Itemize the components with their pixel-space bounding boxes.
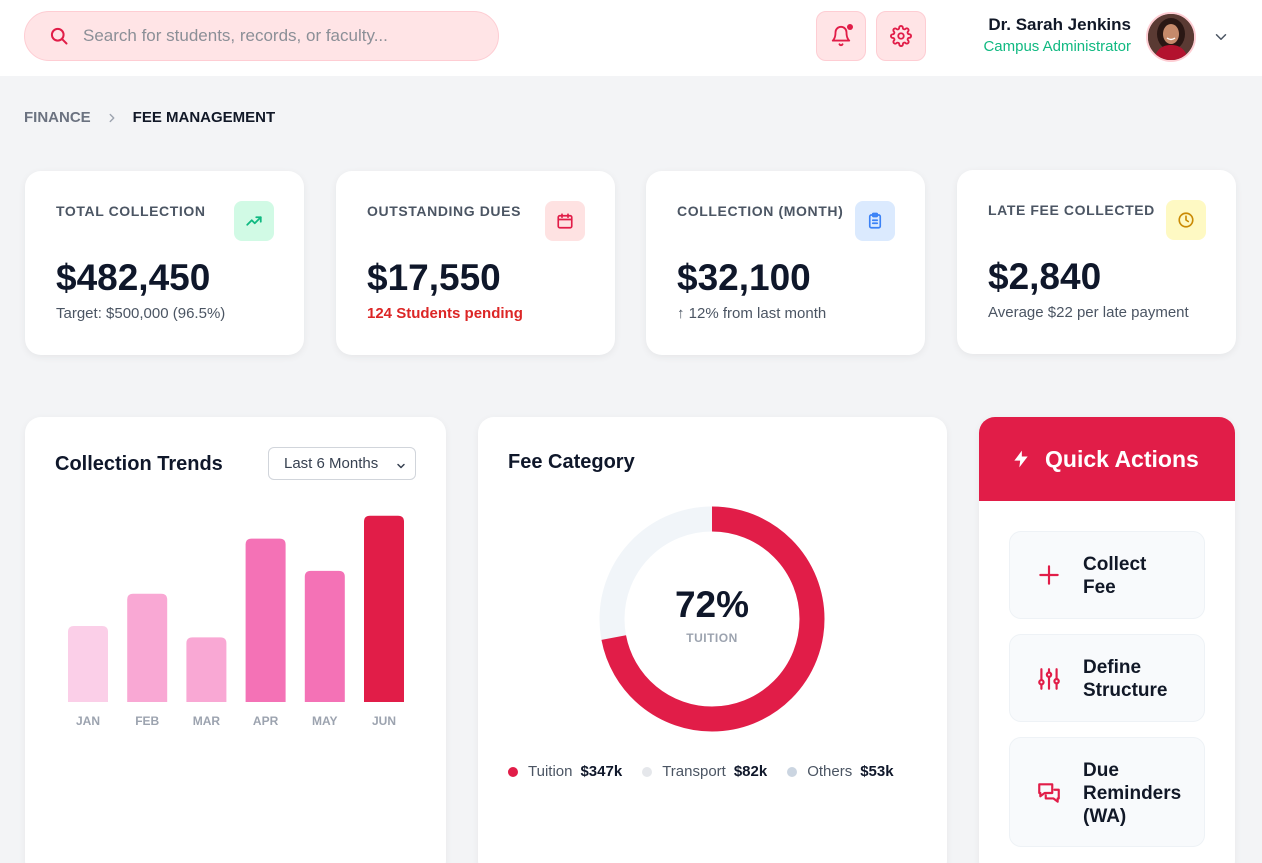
- stat-card-outstanding-dues: OUTSTANDING DUES $17,550 124 Students pe…: [336, 171, 615, 355]
- chevron-down-icon[interactable]: [1212, 28, 1230, 46]
- action-label-line: Define: [1083, 657, 1142, 678]
- x-tick-label: APR: [253, 714, 279, 728]
- legend-dot: [787, 766, 798, 777]
- action-label-line: (WA): [1083, 806, 1127, 827]
- stat-subtext: Target: $500,000 (96.5%): [56, 305, 226, 322]
- top-bar: Dr. Sarah Jenkins Campus Administrator: [0, 0, 1262, 76]
- search-icon: [50, 27, 68, 45]
- stat-label: LATE FEE COLLECTED: [988, 202, 1155, 218]
- stat-subtext: ↑ 12% from last month: [677, 305, 827, 322]
- legend-name: Tuition: [528, 763, 573, 780]
- legend-item: Others $53k: [787, 763, 894, 780]
- quick-actions-title: Quick Actions: [1045, 445, 1199, 472]
- gear-icon: [890, 25, 912, 47]
- donut-center-label: TUITION: [686, 631, 738, 645]
- donut-tuition-slice[interactable]: [599, 506, 825, 732]
- stat-subtext: 124 Students pending: [367, 305, 523, 322]
- fee-category-panel: Fee Category 72% TUITION Tuition $347k T…: [478, 417, 947, 863]
- collection-bar-chart: JAN FEB MAR APR MAY JUN: [68, 515, 404, 728]
- stat-value: $2,840: [988, 256, 1102, 297]
- stat-value: $482,450: [56, 257, 211, 298]
- stat-value: $32,100: [677, 257, 811, 298]
- fee-donut-chart: [599, 506, 825, 732]
- stat-value: $17,550: [367, 257, 501, 298]
- bar-apr[interactable]: [245, 538, 286, 702]
- stat-label: TOTAL COLLECTION: [56, 203, 206, 219]
- stat-card-collection-month: COLLECTION (MONTH) $32,100 ↑ 12% from la…: [646, 171, 925, 355]
- action-label-line: Collect: [1083, 554, 1147, 575]
- clock-icon: [1166, 200, 1206, 240]
- user-role: Campus Administrator: [983, 38, 1131, 55]
- search-input[interactable]: [83, 26, 473, 46]
- action-label-line: Reminders: [1083, 783, 1182, 804]
- trending-up-icon: [234, 201, 274, 241]
- settings-button[interactable]: [876, 11, 926, 61]
- define-structure-button[interactable]: Define Structure: [1009, 634, 1205, 722]
- action-label: Collect Fee: [1083, 553, 1146, 599]
- calendar-icon: [545, 201, 585, 241]
- legend-dot: [508, 766, 518, 777]
- search-bar[interactable]: [24, 11, 499, 61]
- stat-card-late-fee: LATE FEE COLLECTED $2,840 Average $22 pe…: [957, 170, 1236, 354]
- action-label-line: Fee: [1083, 577, 1116, 598]
- bar-feb[interactable]: [127, 593, 168, 702]
- sliders-icon: [1038, 668, 1060, 690]
- bar-mar[interactable]: [186, 637, 227, 702]
- panel-title: Collection Trends: [55, 453, 223, 475]
- legend-name: Others: [807, 763, 853, 780]
- legend-value: $347k: [580, 763, 623, 780]
- chevron-down-icon: [397, 463, 405, 469]
- range-select-value: Last 6 Months: [284, 455, 379, 472]
- breadcrumb-finance[interactable]: FINANCE: [24, 109, 91, 126]
- x-tick-label: JAN: [76, 714, 100, 728]
- breadcrumb-current: FEE MANAGEMENT: [132, 109, 276, 126]
- x-tick-label: MAR: [193, 714, 221, 728]
- legend-dot: [642, 766, 653, 777]
- chat-icon: [1038, 783, 1060, 803]
- action-label: Due Reminders (WA): [1083, 759, 1181, 828]
- legend-item: Transport $82k: [642, 763, 767, 780]
- x-tick-label: JUN: [372, 714, 396, 728]
- range-select[interactable]: Last 6 Months: [268, 447, 416, 480]
- action-label-line: Structure: [1083, 680, 1168, 701]
- bar-jun[interactable]: [364, 515, 404, 702]
- breadcrumb: FINANCE FEE MANAGEMENT: [24, 109, 275, 126]
- avatar[interactable]: [1146, 12, 1196, 62]
- chevron-right-icon: [105, 111, 119, 125]
- notifications-button[interactable]: [816, 11, 866, 61]
- due-reminders-button[interactable]: Due Reminders (WA): [1009, 737, 1205, 847]
- x-tick-label: FEB: [135, 714, 159, 728]
- notification-dot: [847, 24, 853, 30]
- lightning-icon: [1014, 450, 1028, 468]
- collection-trends-panel: Collection Trends Last 6 Months JAN FEB MA…: [25, 417, 446, 863]
- donut-percent: 72%: [674, 584, 750, 625]
- collect-fee-button[interactable]: Collect Fee: [1009, 531, 1205, 619]
- bar-jan[interactable]: [68, 626, 108, 702]
- stat-subtext: Average $22 per late payment: [988, 304, 1189, 321]
- legend-value: $53k: [860, 763, 894, 780]
- bar-may[interactable]: [304, 570, 345, 702]
- bell-icon: [831, 26, 851, 47]
- stat-label: COLLECTION (MONTH): [677, 203, 844, 219]
- legend-name: Transport: [662, 763, 726, 780]
- quick-actions-panel: Quick Actions Collect Fee Define Structu…: [979, 417, 1235, 863]
- panel-title: Fee Category: [508, 451, 635, 473]
- x-tick-label: MAY: [312, 714, 338, 728]
- action-label: Define Structure: [1083, 656, 1167, 702]
- user-name: Dr. Sarah Jenkins: [988, 15, 1131, 34]
- stat-label: OUTSTANDING DUES: [367, 203, 522, 219]
- fee-legend: Tuition $347k Transport $82k Others $53k: [508, 763, 894, 780]
- stat-card-total-collection: TOTAL COLLECTION $482,450 Target: $500,0…: [25, 171, 304, 355]
- legend-item: Tuition $347k: [508, 763, 622, 780]
- quick-actions-header: Quick Actions: [979, 417, 1235, 501]
- action-label-line: Due: [1083, 760, 1119, 781]
- plus-icon: [1039, 565, 1059, 585]
- legend-value: $82k: [733, 763, 768, 780]
- clipboard-icon: [855, 201, 895, 241]
